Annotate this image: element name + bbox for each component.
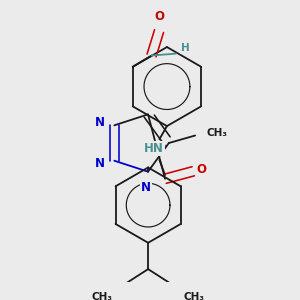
Text: O: O — [154, 10, 164, 22]
Text: O: O — [197, 163, 207, 176]
Text: N: N — [141, 181, 151, 194]
Text: HN: HN — [144, 142, 164, 155]
Text: CH₃: CH₃ — [92, 292, 112, 300]
Text: CH₃: CH₃ — [184, 292, 205, 300]
Text: N: N — [95, 116, 105, 129]
Text: N: N — [95, 157, 105, 170]
Text: CH₃: CH₃ — [206, 128, 227, 138]
Text: H: H — [181, 43, 190, 53]
